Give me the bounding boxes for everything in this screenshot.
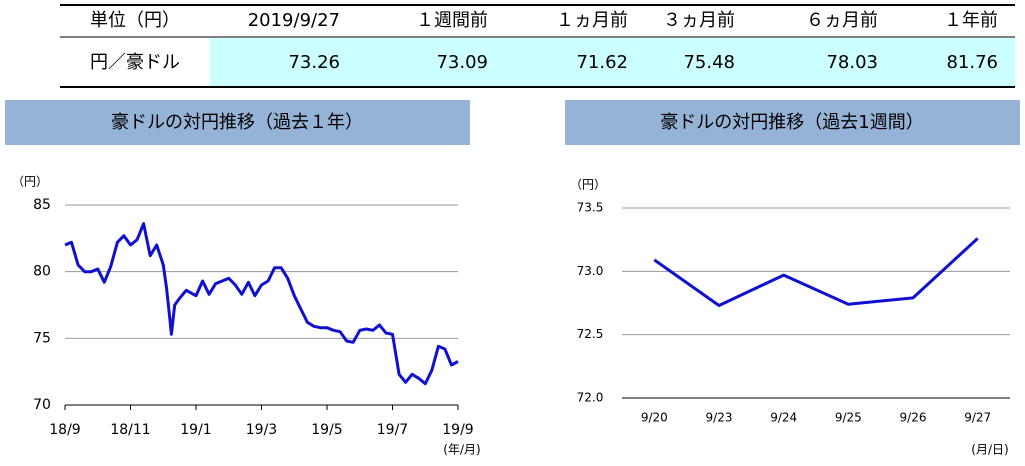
line (64, 222, 459, 386)
table-header: ３ヵ月前 (663, 10, 735, 31)
y-tick-label: 70 (33, 397, 51, 413)
y-tick-label: 72.0 (577, 391, 604, 405)
line (653, 237, 979, 307)
table-cell: 81.76 (946, 52, 998, 73)
x-tick-label: 18/9 (49, 422, 80, 438)
y-tick-label: 73.0 (577, 264, 604, 278)
x-tick-label: 19/1 (180, 422, 211, 438)
x-tick-label: 19/3 (246, 422, 277, 438)
chart-title: 豪ドルの対円推移（過去1週間） (660, 112, 923, 133)
table-cell: 71.62 (576, 52, 628, 73)
x-tick-label: 9/20 (641, 411, 668, 425)
chart-title: 豪ドルの対円推移（過去１年） (111, 112, 363, 133)
table-cell: 73.26 (288, 52, 340, 73)
table-header: １週間前 (416, 10, 488, 31)
table-cell: 円／豪ドル (90, 52, 180, 73)
x-tick-label: 18/11 (110, 422, 150, 438)
chart-title-box (565, 100, 1020, 145)
table-header: １年前 (944, 10, 998, 31)
y-unit: （円） (570, 178, 606, 192)
x-tick-label: 19/5 (311, 422, 342, 438)
y-tick-label: 85 (33, 197, 51, 213)
y-tick-label: 72.5 (577, 327, 604, 341)
x-unit: (年/月) (443, 443, 480, 457)
chart-title-box (5, 100, 470, 145)
x-tick-label: 9/27 (964, 411, 991, 425)
y-tick-label: 80 (33, 264, 51, 280)
x-tick-label: 9/24 (770, 411, 797, 425)
table-cell: 73.09 (436, 52, 488, 73)
x-tick-label: 9/26 (900, 411, 927, 425)
value-row-bg (210, 38, 1015, 87)
table-header: １ヵ月前 (556, 10, 628, 31)
table-cell: 75.48 (683, 52, 735, 73)
table-cell: 78.03 (826, 52, 878, 73)
x-tick-label: 9/25 (835, 411, 862, 425)
x-tick-label: 19/9 (442, 422, 473, 438)
x-tick-label: 19/7 (377, 422, 408, 438)
table-header: 単位（円） (90, 10, 180, 31)
table-header: 2019/9/27 (248, 10, 340, 31)
y-tick-label: 75 (33, 330, 51, 346)
x-tick-label: 9/23 (706, 411, 733, 425)
y-tick-label: 73.5 (577, 201, 604, 215)
y-unit: （円） (12, 175, 48, 189)
x-unit: (月/日) (971, 443, 1008, 457)
table-header: ６ヵ月前 (806, 10, 878, 31)
